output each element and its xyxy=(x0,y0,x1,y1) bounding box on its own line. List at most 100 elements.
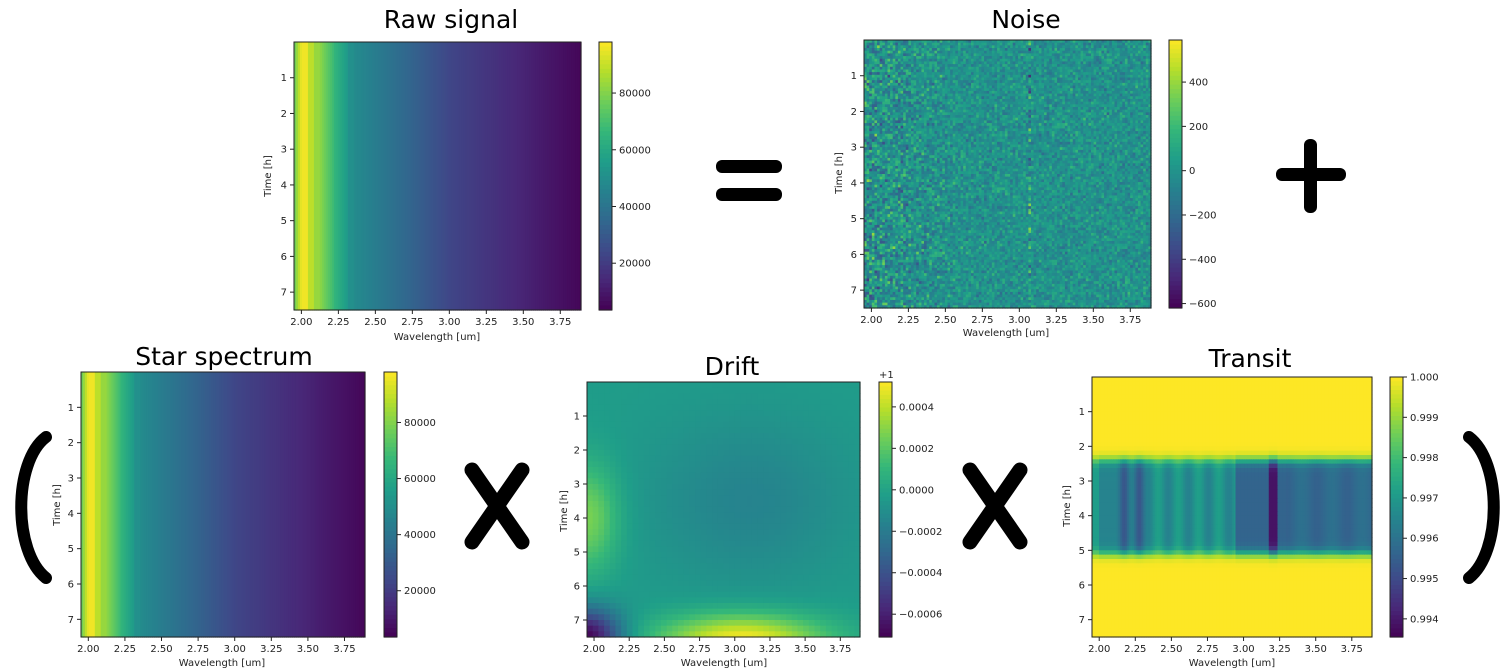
heatmap-cell xyxy=(391,42,395,311)
heatmap-cell xyxy=(955,123,959,127)
heatmap-cell xyxy=(1059,117,1063,121)
heatmap-cell xyxy=(1143,61,1147,65)
heatmap-cell xyxy=(1023,125,1027,130)
heatmap-cell xyxy=(965,136,969,140)
heatmap-cell xyxy=(1012,50,1016,54)
heatmap-cell xyxy=(926,88,930,92)
heatmap-cell xyxy=(1130,101,1134,105)
heatmap-cell xyxy=(908,125,912,130)
heatmap-cell xyxy=(1002,123,1006,127)
heatmap-cell xyxy=(877,64,881,68)
heatmap-cell xyxy=(1062,53,1066,57)
heatmap-cell xyxy=(871,136,876,140)
heatmap-cell xyxy=(1106,80,1110,84)
heatmap-cell xyxy=(986,53,990,57)
heatmap-cell xyxy=(1093,125,1097,130)
heatmap-cell xyxy=(1041,133,1045,138)
heatmap-cell xyxy=(921,90,925,95)
heatmap-cell xyxy=(1135,61,1139,65)
heatmap-cell xyxy=(887,109,891,113)
heatmap-cell xyxy=(1114,82,1118,87)
heatmap-cell xyxy=(1059,115,1063,119)
heatmap-cell xyxy=(1067,133,1071,138)
heatmap-cell xyxy=(895,96,899,100)
heatmap-cell xyxy=(1104,88,1108,92)
heatmap-cell xyxy=(931,117,936,121)
heatmap-cell xyxy=(978,96,983,100)
heatmap-cell xyxy=(916,85,920,89)
heatmap-cell xyxy=(1044,136,1048,140)
heatmap-cell xyxy=(1117,56,1121,60)
heatmap-cell xyxy=(952,56,956,60)
heatmap-cell xyxy=(978,104,983,108)
heatmap-cell xyxy=(900,112,904,116)
heatmap-cell xyxy=(1106,45,1110,49)
heatmap-cell xyxy=(1077,104,1082,108)
heatmap-cell xyxy=(1020,61,1024,65)
heatmap-cell xyxy=(989,90,993,95)
heatmap-cell xyxy=(1057,85,1061,89)
heatmap-cell xyxy=(937,98,941,103)
colorbar-segment xyxy=(599,229,612,235)
heatmap-cell xyxy=(1088,125,1092,130)
heatmap-cell xyxy=(997,85,1001,89)
heatmap-cell xyxy=(968,64,972,68)
heatmap-cell xyxy=(921,107,925,111)
heatmap-cell xyxy=(1098,66,1103,71)
heatmap-cell xyxy=(921,64,925,68)
heatmap-cell xyxy=(1137,53,1142,57)
heatmap-cell xyxy=(908,123,912,127)
heatmap-cell xyxy=(1015,69,1019,73)
heatmap-cell xyxy=(1002,117,1006,121)
heatmap-cell xyxy=(1023,112,1027,116)
heatmap-cell xyxy=(916,109,920,113)
heatmap-cell xyxy=(1054,131,1058,135)
heatmap-cell xyxy=(1044,72,1048,76)
heatmap-cell xyxy=(1036,136,1040,140)
heatmap-cell xyxy=(1101,117,1105,121)
heatmap-cell xyxy=(1130,48,1134,52)
heatmap-cell xyxy=(871,93,876,97)
heatmap-cell xyxy=(918,101,922,105)
heatmap-cell xyxy=(1023,133,1027,138)
heatmap-cell xyxy=(1072,66,1076,71)
heatmap-cell xyxy=(1054,120,1058,124)
heatmap-cell xyxy=(931,104,936,108)
heatmap-cell xyxy=(1130,136,1134,140)
heatmap-cell xyxy=(986,96,990,100)
heatmap-cell xyxy=(383,42,387,311)
heatmap-cell xyxy=(866,40,870,44)
heatmap-cell xyxy=(892,82,896,87)
heatmap-cell xyxy=(1124,80,1129,84)
heatmap-cell xyxy=(1070,72,1074,76)
heatmap-cell xyxy=(1033,112,1037,116)
y-tick-label: 7 xyxy=(281,288,287,299)
heatmap-cell xyxy=(1075,53,1079,57)
heatmap-cell xyxy=(903,42,907,46)
heatmap-cell xyxy=(929,61,933,65)
heatmap-cell xyxy=(1028,133,1032,138)
heatmap-cell xyxy=(884,88,889,92)
heatmap-cell xyxy=(1007,128,1011,132)
heatmap-cell xyxy=(1054,66,1058,71)
heatmap-cell xyxy=(968,115,972,119)
heatmap-cell xyxy=(955,136,959,140)
heatmap-cell xyxy=(864,120,868,124)
heatmap-cell xyxy=(905,53,909,57)
heatmap-cell xyxy=(1145,58,1149,63)
heatmap-cell xyxy=(1093,64,1097,68)
heatmap-cell xyxy=(965,69,969,73)
heatmap-cell xyxy=(981,45,985,49)
heatmap-cell xyxy=(970,50,975,54)
heatmap-cell xyxy=(976,131,980,135)
heatmap-cell xyxy=(1049,66,1053,71)
heatmap-cell xyxy=(1122,45,1126,49)
heatmap-cell xyxy=(1033,48,1037,52)
heatmap-cell xyxy=(1033,125,1037,130)
heatmap-cell xyxy=(1015,128,1019,132)
heatmap-cell xyxy=(307,42,311,311)
heatmap-cell xyxy=(1036,115,1040,119)
heatmap-cell xyxy=(960,117,964,121)
heatmap-cell xyxy=(1080,133,1084,138)
heatmap-cell xyxy=(1030,93,1035,97)
